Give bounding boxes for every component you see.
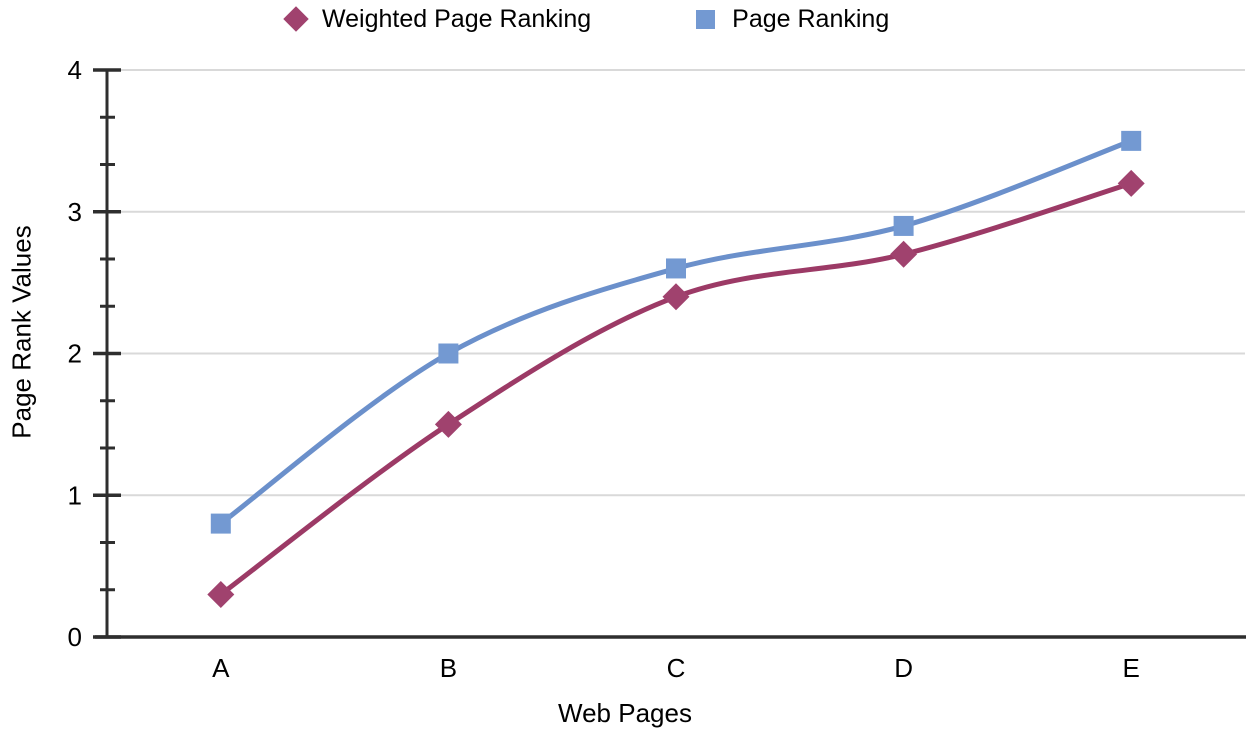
diamond-marker-icon xyxy=(890,240,918,268)
y-tick-label: 4 xyxy=(68,55,82,85)
legend-label: Weighted Page Ranking xyxy=(322,5,592,33)
diamond-marker-icon xyxy=(207,580,235,608)
legend-label: Page Ranking xyxy=(732,5,890,33)
y-axis-title: Page Rank Values xyxy=(6,225,37,439)
diamond-marker-icon xyxy=(662,283,690,311)
series-line-0 xyxy=(218,180,1134,597)
x-category-label: B xyxy=(440,653,457,683)
x-category-label: D xyxy=(894,653,913,683)
diamond-marker-icon xyxy=(283,6,309,32)
gridlines xyxy=(121,69,1245,497)
diamond-marker-icon xyxy=(1117,169,1145,197)
data-series xyxy=(207,130,1145,608)
diamond-marker-icon xyxy=(434,410,462,438)
square-marker-icon xyxy=(666,258,686,279)
legend-item-page-ranking: Page Ranking xyxy=(696,5,889,33)
y-tick-label: 0 xyxy=(68,622,82,652)
y-tick-label: 1 xyxy=(68,480,82,510)
square-marker-icon xyxy=(893,215,914,236)
x-axis-title: Web Pages xyxy=(558,698,692,728)
legend: Weighted Page Ranking Page Ranking xyxy=(283,5,889,33)
square-marker-icon xyxy=(1121,130,1142,151)
series-line-1 xyxy=(218,138,1134,527)
x-category-label: E xyxy=(1123,653,1140,683)
x-category-label: A xyxy=(212,653,230,683)
y-tick-label: 2 xyxy=(68,339,82,369)
square-marker-icon xyxy=(438,343,459,364)
tick-labels: 0 1 2 3 4 A B C D E xyxy=(68,55,1140,683)
square-marker-icon xyxy=(210,513,231,534)
x-category-label: C xyxy=(667,653,686,683)
legend-item-weighted-page-ranking: Weighted Page Ranking xyxy=(283,5,592,33)
square-marker-icon xyxy=(696,9,716,29)
axes xyxy=(93,68,1246,639)
y-tick-label: 3 xyxy=(68,197,82,227)
